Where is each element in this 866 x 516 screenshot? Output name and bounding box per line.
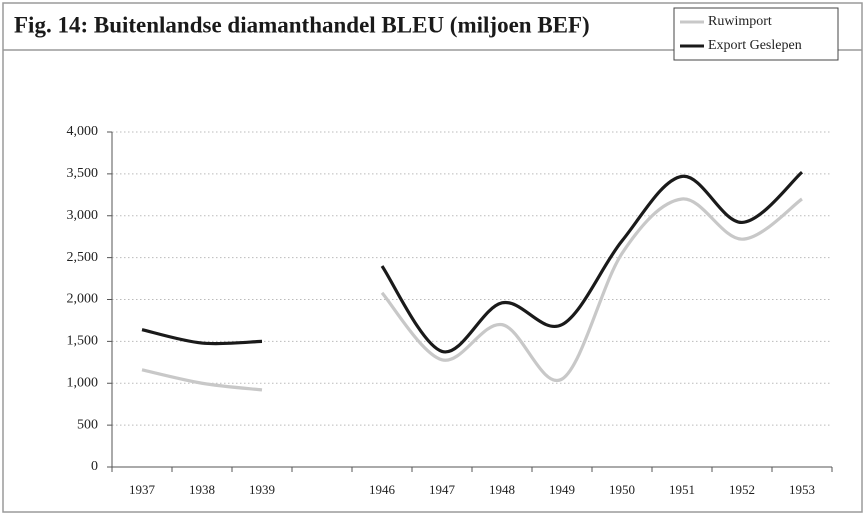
series-line [141,368,263,392]
chart-title: Fig. 14: Buitenlandse diamanthandel BLEU… [14,12,590,37]
legend-box [673,7,839,61]
y-tick-label: 2,000 [67,292,99,307]
x-tick-label: 1947 [429,482,456,497]
x-tick-label: 1950 [609,482,635,497]
x-tick-label: 1946 [369,482,396,497]
legend-label: Ruwimport [708,14,772,29]
x-tick-label: 1952 [729,482,755,497]
x-tick-label: 1951 [669,482,695,497]
y-tick-label: 500 [77,417,98,432]
x-tick-label: 1948 [489,482,515,497]
series-line [380,170,804,354]
x-tick-label: 1953 [789,482,815,497]
x-tick-label: 1939 [249,482,275,497]
y-tick-label: 2,500 [67,250,99,265]
y-tick-label: 0 [91,459,98,474]
y-tick-label: 1,000 [67,375,99,390]
x-tick-label: 1938 [189,482,215,497]
x-tick-label: 1937 [129,482,156,497]
y-tick-label: 1,500 [67,334,99,349]
series-line [380,197,803,383]
legend-label: Export Geslepen [708,38,802,53]
series-line [141,328,263,346]
y-tick-label: 4,000 [67,124,99,139]
x-tick-label: 1949 [549,482,575,497]
y-tick-label: 3,500 [67,166,99,181]
y-tick-label: 3,000 [67,208,99,223]
